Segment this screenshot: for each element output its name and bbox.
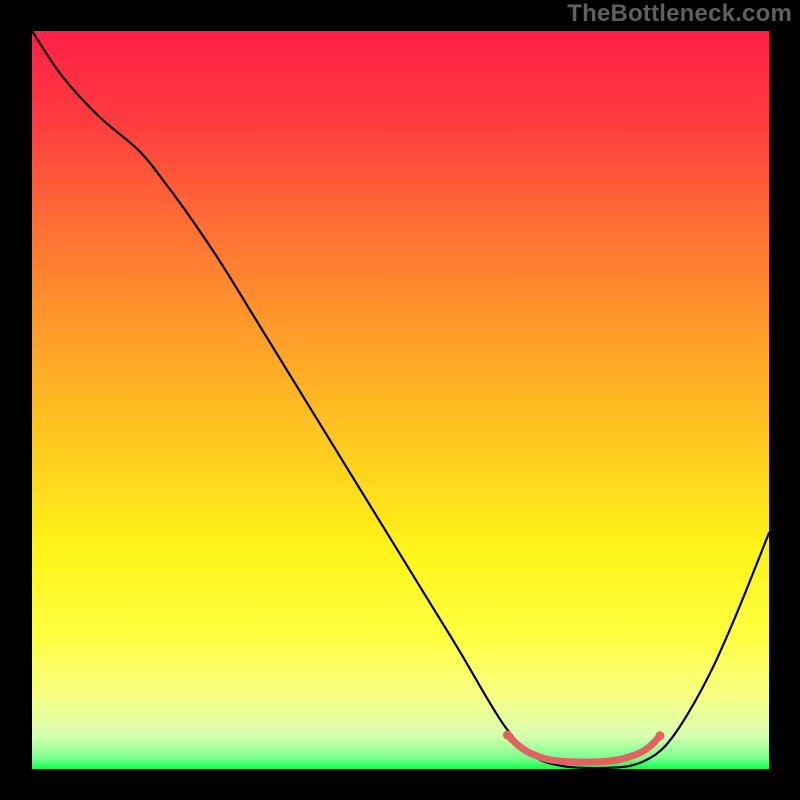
valley-marker-dot [655, 731, 664, 740]
plot-area [32, 31, 769, 769]
valley-marker-dot [546, 757, 551, 762]
chart-frame: TheBottleneck.com [0, 0, 800, 800]
valley-marker-dot [612, 757, 617, 762]
valley-marker-dot [503, 731, 512, 740]
valley-marker-dot [590, 759, 595, 764]
bottleneck-curve-chart [32, 31, 769, 769]
attribution-label: TheBottleneck.com [567, 0, 792, 28]
valley-marker-dot [568, 759, 573, 764]
valley-marker-dot [634, 752, 639, 757]
gradient-background [32, 31, 769, 769]
